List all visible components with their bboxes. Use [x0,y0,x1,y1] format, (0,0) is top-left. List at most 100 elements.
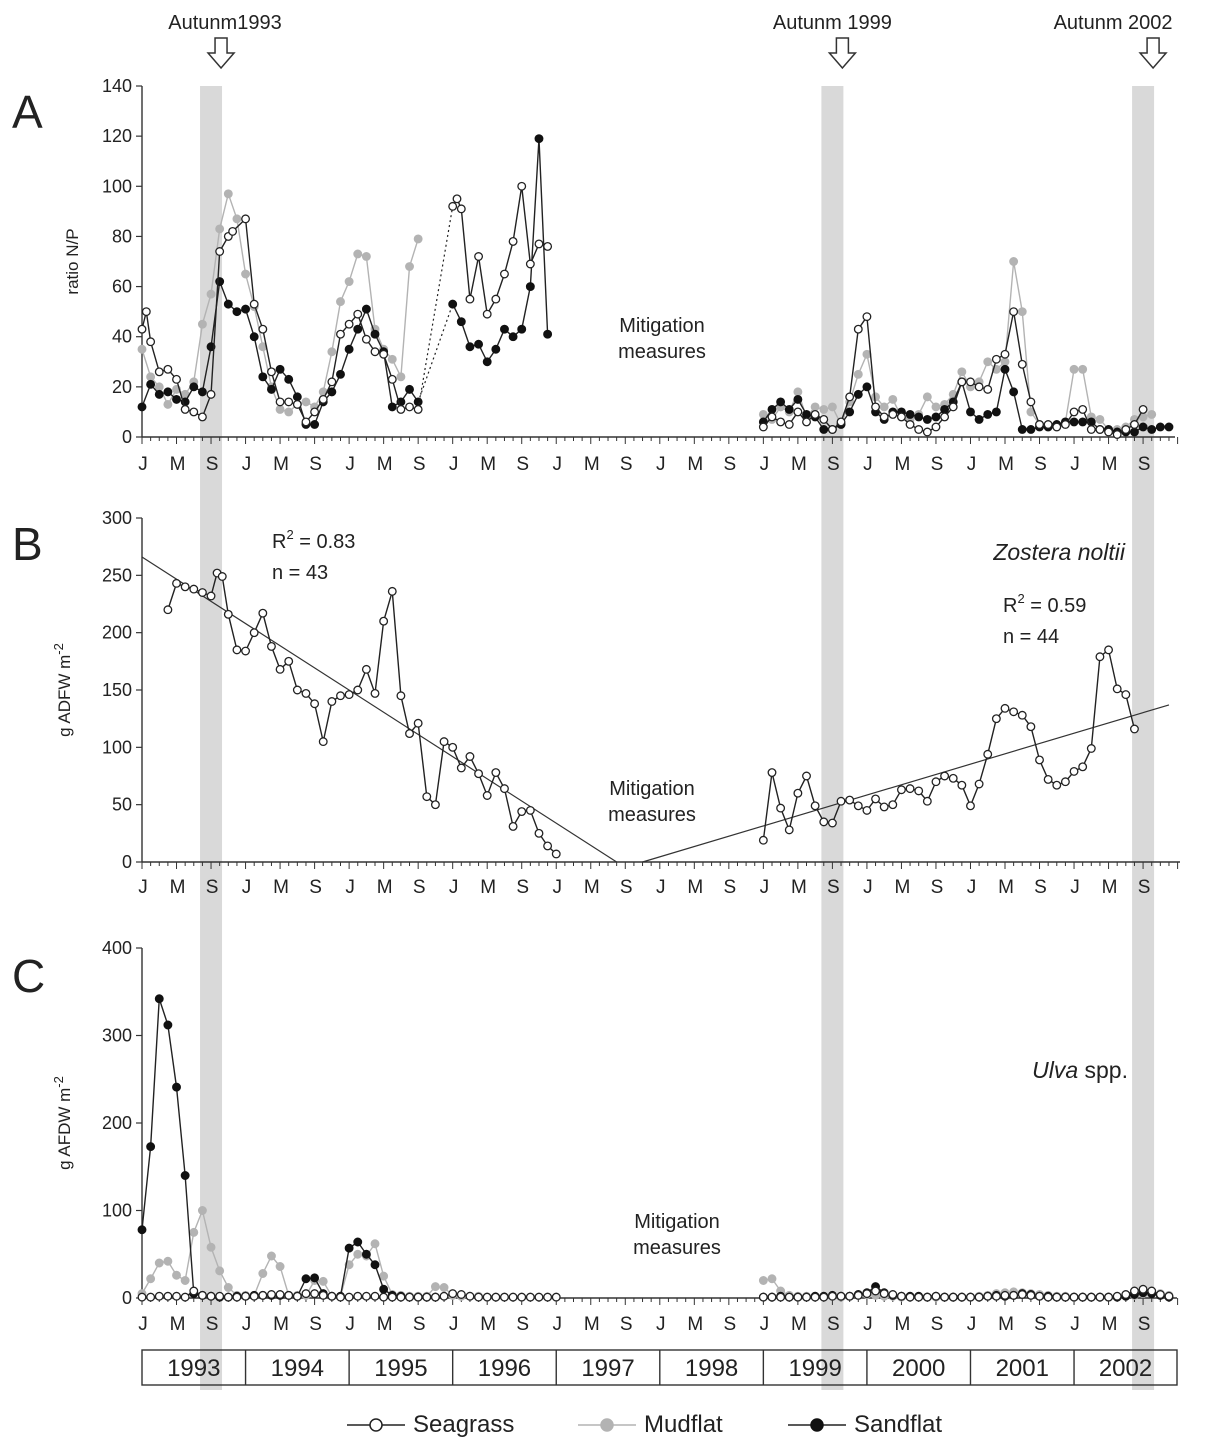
seagrass-point [871,794,880,804]
seagrass-point [172,1291,181,1301]
seagrass-point [327,377,337,387]
mudflat-point [379,1271,389,1281]
x-tick-label: S [931,1314,944,1335]
seagrass-point [482,309,492,319]
mudflat-line-0 [763,261,1152,431]
seagrass-point [336,1292,345,1302]
y-tick-label: 0 [122,427,132,447]
seagrass-point [793,788,803,798]
seagrass-point [422,792,432,802]
seagrass-point [957,780,967,790]
seagrass-point [275,397,285,407]
seagrass-point [284,397,294,407]
mudflat-point [1009,257,1019,266]
sandflat-point [258,372,268,382]
legend-label-mudflat: Mudflat [644,1411,723,1438]
mudflat-point [827,402,837,412]
seagrass-point [172,578,181,588]
seagrass-point [517,807,527,816]
seagrass-point [405,729,414,739]
x-tick-label: J [656,1314,666,1335]
x-tick-label: M [1102,877,1118,898]
regression-line-2 [642,704,1170,863]
x-tick-label: S [827,877,840,898]
mudflat-point [1095,415,1105,424]
x-tick-label: J [138,877,148,898]
x-tick-label: S [413,454,426,475]
sandflat-point [180,1171,190,1180]
mudflat-point [163,1256,173,1266]
seagrass-point [767,412,777,422]
sandflat-point [379,1284,389,1294]
x-tick-label: M [273,454,289,475]
legend: Seagrass Mudflat Sandflat [347,1411,942,1438]
sandflat-point [146,379,156,389]
sandflat-point [154,389,164,399]
series-seagrass [758,307,1148,439]
seagrass-point [1009,707,1019,717]
mudflat-point [819,404,829,414]
seagrass-point [966,801,975,811]
sandflat-point [310,420,320,429]
seagrass-point [370,688,380,698]
x-tick-label: M [170,877,186,898]
seagrass-point [318,737,328,747]
seagrass-point [810,409,820,419]
panel-letter: A [12,86,43,138]
x-tick-label: S [309,1314,322,1335]
year-label: 2000 [892,1355,945,1382]
legend-marker-sandflat [810,1418,824,1432]
seagrass-point [836,1291,846,1301]
sandflat-point [776,397,786,407]
seagrass-point [983,749,993,759]
seagrass-point [534,1292,544,1302]
seagrass-line-0 [141,217,419,424]
seagrass-point [474,252,484,261]
seagrass-point [370,1291,380,1301]
x-tick-label: S [516,1314,529,1335]
x-tick-label: J [449,877,459,898]
x-tick-label: M [687,454,703,475]
seagrass-point [853,1290,863,1300]
x-tick-label: M [1102,1314,1118,1335]
mudflat-point [767,1274,777,1284]
seagrass-point [448,1289,458,1299]
seagrass-point [922,1292,932,1302]
seagrass-point [879,412,889,422]
sandflat-point [223,299,233,309]
seagrass-point [1069,1292,1079,1302]
seagrass-point [534,239,544,249]
seagrass-point [141,307,151,317]
sandflat-point [940,404,950,414]
mudflat-point [318,1276,328,1286]
seagrass-point [448,742,458,752]
seagrass-point [379,1292,389,1302]
x-tick-label: S [1138,877,1151,898]
sandflat-point [137,402,147,412]
y-axis-label: g AFDW m-2 [51,1076,74,1170]
seagrass-point [810,1292,820,1302]
mudflat-point [206,289,216,299]
x-tick-label: M [480,877,496,898]
seagrass-point [1164,1291,1174,1301]
seagrass-point [940,771,950,781]
mitigation-note-line1: Mitigation [609,778,695,800]
mudflat-point [922,392,932,402]
sandflat-point [465,342,475,352]
seagrass-point [1078,404,1088,414]
x-tick-label: M [170,454,186,475]
sandflat-point [189,382,199,392]
x-tick-label: S [516,454,529,475]
mudflat-point [146,1274,156,1284]
sandflat-point [905,409,915,419]
x-tick-label: S [723,1314,736,1335]
x-tick-label: J [552,1314,562,1335]
mudflat-point [154,382,164,392]
x-tick-label: S [206,1314,219,1335]
seagrass-point [284,656,294,666]
seagrass-point [137,1292,147,1302]
seagrass-point [258,608,268,618]
x-tick-label: J [863,1314,873,1335]
seagrass-point [456,1290,466,1299]
